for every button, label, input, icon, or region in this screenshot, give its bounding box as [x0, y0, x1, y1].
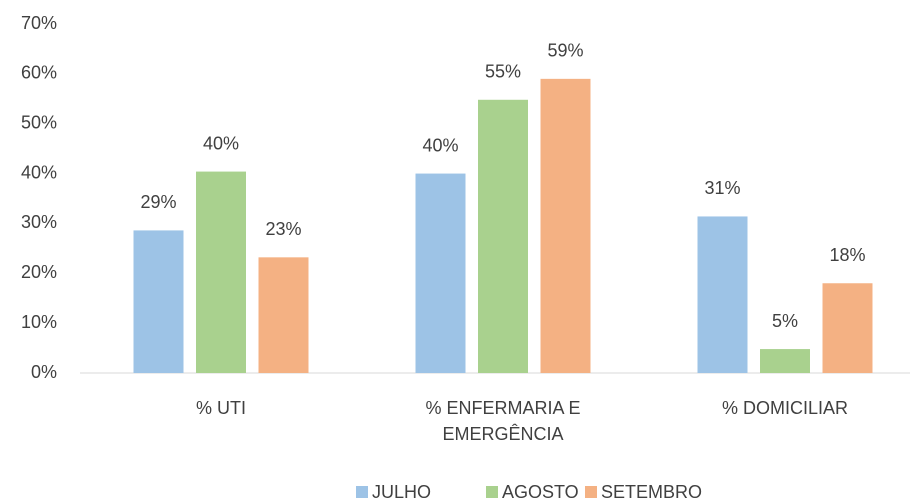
- legend-label: JULHO: [372, 482, 431, 501]
- data-label: 5%: [772, 311, 798, 331]
- x-tick-label: % UTI: [195, 398, 246, 418]
- y-tick-label: 10%: [21, 312, 57, 332]
- bar: [540, 78, 591, 373]
- y-tick-label: 20%: [21, 262, 57, 282]
- bar: [133, 230, 184, 373]
- data-label: 29%: [140, 192, 176, 212]
- bar: [478, 99, 528, 373]
- bar: [196, 171, 246, 373]
- y-tick-label: 70%: [21, 13, 57, 33]
- legend-swatch: [356, 486, 368, 498]
- bar: [760, 349, 810, 373]
- y-tick-label: 0%: [31, 362, 57, 382]
- x-tick-label: % ENFERMARIA E EMERGÊNCIA: [425, 398, 581, 444]
- legend-swatch: [585, 486, 597, 498]
- data-label: 55%: [485, 62, 521, 82]
- legend-swatch: [486, 486, 498, 498]
- x-tick-label: % DOMICILIAR: [721, 398, 849, 418]
- y-tick-label: 40%: [21, 162, 57, 182]
- data-label: 40%: [203, 133, 239, 153]
- y-tick-label: 50%: [21, 112, 57, 132]
- bar: [415, 173, 466, 373]
- y-tick-label: 30%: [21, 212, 57, 232]
- legend-label: AGOSTO: [502, 482, 579, 501]
- data-label: 59%: [547, 41, 583, 61]
- y-tick-label: 60%: [21, 63, 57, 83]
- bar: [822, 283, 873, 373]
- data-label: 18%: [829, 245, 865, 265]
- legend-label: SETEMBRO: [601, 482, 702, 501]
- bar: [697, 216, 748, 373]
- data-label: 23%: [265, 219, 301, 239]
- bar: [258, 257, 309, 373]
- data-label: 40%: [422, 135, 458, 155]
- data-label: 31%: [704, 178, 740, 198]
